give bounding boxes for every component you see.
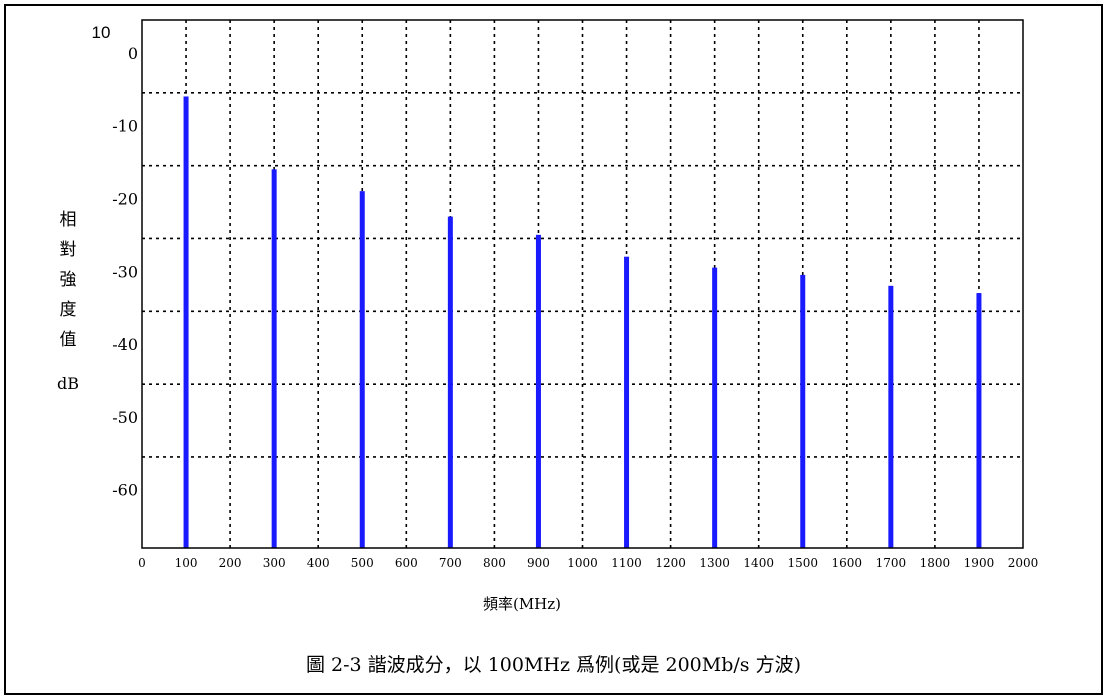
x-tick-label: 200 <box>219 556 242 570</box>
bar-1700mhz <box>888 285 894 548</box>
bar-100mhz <box>183 96 189 548</box>
bar-700mhz <box>447 216 453 549</box>
bar-1100mhz <box>624 256 630 548</box>
y-axis-label-char: 度 <box>60 300 77 320</box>
x-tick-label: 1400 <box>743 556 774 570</box>
y-axis-label-char: 強 <box>60 270 77 290</box>
x-axis-ticks: 0 100 200 300 400 500 600 700 800 900 1000 1100 1200… <box>138 556 1038 570</box>
bar-1300mhz <box>712 267 718 548</box>
y-tick-label: -50 <box>112 408 138 427</box>
y-axis-ticks: 0 -10 -20 -30 -40 -50 -60 <box>112 44 138 500</box>
bar-500mhz <box>359 191 365 548</box>
bar-series <box>183 96 982 549</box>
x-tick-label: 0 <box>138 556 146 570</box>
x-tick-label: 1500 <box>787 556 818 570</box>
y-tick-label: -40 <box>112 335 138 354</box>
y-axis-label-char: 值 <box>60 330 77 350</box>
x-tick-label: 1100 <box>611 556 642 570</box>
y-tick-label: -20 <box>112 189 138 208</box>
x-tick-label: 900 <box>527 556 550 570</box>
figure-caption: 圖 2-3 諧波成分，以 100MHz 爲例(或是 200Mb/s 方波) <box>306 654 801 676</box>
x-tick-label: 1000 <box>567 556 598 570</box>
bar-1900mhz <box>976 293 982 548</box>
bar-900mhz <box>535 234 541 549</box>
x-tick-label: 800 <box>483 556 506 570</box>
y-tick-label: -10 <box>112 117 138 136</box>
x-tick-label: 600 <box>395 556 418 570</box>
plot-border <box>141 19 1024 549</box>
x-tick-label: 500 <box>351 556 374 570</box>
x-tick-label: 1600 <box>832 556 863 570</box>
y-tick-label: 0 <box>128 44 138 63</box>
x-tick-label: 700 <box>439 556 462 570</box>
x-tick-label: 1900 <box>964 556 995 570</box>
y-tick-label: -60 <box>112 481 138 500</box>
y-tick-label: -30 <box>112 262 138 281</box>
y-axis-unit-label: dB <box>57 374 79 393</box>
y-axis-top-label: 10 <box>92 23 111 42</box>
x-tick-label: 1800 <box>920 556 951 570</box>
x-tick-label: 100 <box>175 556 198 570</box>
bar-300mhz <box>271 169 277 548</box>
x-tick-label: 2000 <box>1008 556 1039 570</box>
x-axis-label: 頻率(MHz) <box>483 595 561 613</box>
bar-1500mhz <box>800 274 806 548</box>
x-tick-label: 400 <box>307 556 330 570</box>
x-tick-label: 1200 <box>655 556 686 570</box>
x-tick-label: 300 <box>263 556 286 570</box>
y-axis-label-char: 對 <box>60 240 77 260</box>
x-tick-label: 1300 <box>699 556 730 570</box>
y-axis-label-char: 相 <box>60 210 77 230</box>
x-tick-label: 1700 <box>876 556 907 570</box>
